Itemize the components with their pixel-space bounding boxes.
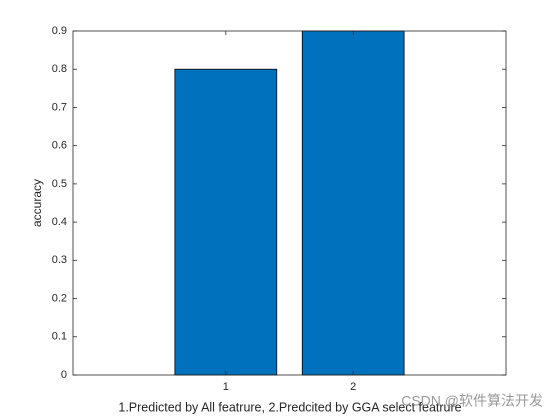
- y-tick-label: 0.8: [52, 63, 67, 75]
- x-tick-label: 1: [223, 381, 229, 393]
- y-tick-label: 0.4: [52, 216, 67, 228]
- plot-area: [73, 31, 506, 375]
- y-tick-label: 0.3: [52, 254, 67, 266]
- axes-box: [72, 30, 507, 376]
- y-tick-label: 0.1: [52, 331, 67, 343]
- marks: [174, 30, 405, 376]
- y-tick-label: 0: [61, 369, 67, 381]
- y-axis-label: accuracy: [30, 179, 44, 227]
- y-tick-label: 0.6: [52, 140, 67, 152]
- y-tick-label: 0.7: [52, 101, 67, 113]
- watermark: CSDN @软件算法开发: [401, 393, 543, 409]
- y-tick-label: 0.2: [52, 292, 67, 304]
- x-axis-label: 1.Predicted by All featrure, 2.Predcited…: [118, 400, 461, 414]
- x-tick-label: 2: [350, 381, 356, 393]
- bar: [301, 30, 405, 376]
- y-tick-label: 0.9: [52, 25, 67, 37]
- y-tick-label: 0.5: [52, 178, 67, 190]
- bar: [174, 68, 278, 376]
